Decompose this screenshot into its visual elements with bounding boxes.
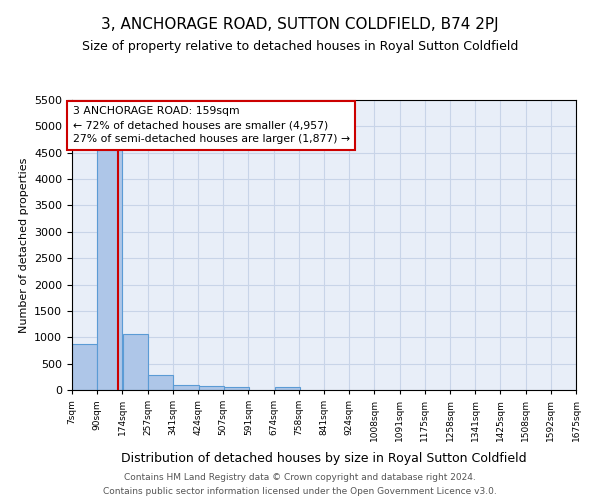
Bar xyxy=(224,388,249,390)
Bar xyxy=(199,386,224,390)
Text: 3 ANCHORAGE ROAD: 159sqm
← 72% of detached houses are smaller (4,957)
27% of sem: 3 ANCHORAGE ROAD: 159sqm ← 72% of detach… xyxy=(73,106,350,144)
Bar xyxy=(97,150,122,390)
Bar xyxy=(173,386,199,390)
Bar xyxy=(148,375,173,390)
Bar xyxy=(123,334,148,390)
Y-axis label: Number of detached properties: Number of detached properties xyxy=(19,158,29,332)
Bar xyxy=(72,344,97,390)
Text: Size of property relative to detached houses in Royal Sutton Coldfield: Size of property relative to detached ho… xyxy=(82,40,518,53)
Text: Contains public sector information licensed under the Open Government Licence v3: Contains public sector information licen… xyxy=(103,486,497,496)
Text: Contains HM Land Registry data © Crown copyright and database right 2024.: Contains HM Land Registry data © Crown c… xyxy=(124,473,476,482)
Bar xyxy=(275,388,300,390)
Text: 3, ANCHORAGE ROAD, SUTTON COLDFIELD, B74 2PJ: 3, ANCHORAGE ROAD, SUTTON COLDFIELD, B74… xyxy=(101,18,499,32)
X-axis label: Distribution of detached houses by size in Royal Sutton Coldfield: Distribution of detached houses by size … xyxy=(121,452,527,466)
